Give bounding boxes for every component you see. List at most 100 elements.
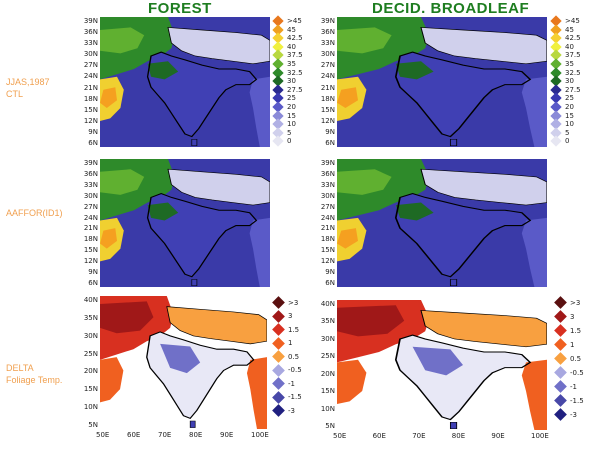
lat-label: 15N bbox=[83, 246, 98, 255]
map-region-pakistan bbox=[395, 61, 434, 80]
legend-label: -0.5 bbox=[288, 366, 302, 374]
lat-label: 21N bbox=[83, 83, 98, 92]
legend-entry: -0.5 bbox=[272, 363, 302, 377]
lon-label: 80E bbox=[189, 431, 203, 439]
lat-label: 33N bbox=[320, 180, 335, 189]
legend-swatch bbox=[272, 377, 285, 390]
map-region-arabia bbox=[337, 359, 367, 404]
legend-entry: 0 bbox=[272, 135, 291, 148]
legend-label: 5 bbox=[287, 128, 292, 137]
map-region-arabia-hot bbox=[337, 87, 358, 108]
legend-entry: 42.5 bbox=[272, 32, 303, 44]
column-title-decid: DECID. BROADLEAF bbox=[372, 0, 530, 17]
legend-swatch bbox=[554, 324, 567, 337]
map-region-tibet bbox=[166, 306, 267, 344]
legend-label: >45 bbox=[287, 17, 302, 25]
lon-label: 60E bbox=[372, 432, 386, 440]
legend-label: 42.5 bbox=[287, 34, 303, 43]
lat-label: 21N bbox=[83, 224, 98, 233]
map-region-west-strong bbox=[337, 305, 405, 337]
map-border-tibet bbox=[166, 306, 267, 345]
map-region-pakistan bbox=[147, 61, 179, 80]
legend-entry: 37.5 bbox=[272, 49, 303, 62]
map-region-tibet bbox=[421, 310, 547, 347]
lat-label: 12N bbox=[320, 116, 335, 125]
lon-label: 90E bbox=[220, 431, 234, 439]
map-border-tibet bbox=[420, 27, 547, 65]
legend-swatch bbox=[272, 296, 285, 309]
legend-label: 0 bbox=[565, 137, 570, 146]
legend-entry: 27.5 bbox=[272, 84, 303, 96]
lon-label: 100E bbox=[251, 431, 269, 439]
legend-label: 32.5 bbox=[287, 68, 303, 77]
lat-label: 15N bbox=[320, 246, 335, 255]
legend-label: 45 bbox=[287, 25, 296, 34]
legend-swatch bbox=[272, 336, 285, 350]
lat-label: 18N bbox=[320, 235, 335, 244]
legend-swatch bbox=[272, 404, 285, 417]
map-region-west-high bbox=[100, 169, 145, 195]
legend-entry: >3 bbox=[272, 296, 299, 309]
map-region-arabia bbox=[100, 357, 124, 403]
legend-label: -3 bbox=[288, 406, 295, 415]
legend-entry: -1.5 bbox=[272, 390, 302, 404]
lat-label: 24N bbox=[320, 213, 335, 222]
lon-label: 70E bbox=[412, 432, 426, 440]
legend-entry: 1 bbox=[554, 338, 574, 351]
map-region-seasia bbox=[521, 217, 547, 287]
legend-label: 40 bbox=[565, 42, 574, 51]
lon-label: 60E bbox=[127, 431, 141, 439]
map-border-tibet bbox=[420, 310, 547, 348]
legend-entry: >45 bbox=[272, 15, 302, 27]
map-panel-decid-delta bbox=[337, 300, 547, 430]
lat-label: 33N bbox=[83, 39, 98, 48]
row-label-affor: AAFFOR(ID1) bbox=[6, 208, 63, 218]
lat-label: 27N bbox=[83, 61, 98, 70]
map-svg bbox=[100, 296, 267, 429]
map-svg bbox=[100, 17, 270, 147]
legend-entry: -0.5 bbox=[554, 366, 584, 379]
lat-label: 40N bbox=[83, 296, 98, 304]
map-region-west-high bbox=[337, 169, 392, 195]
legend-swatch bbox=[272, 135, 284, 148]
lat-label: 15N bbox=[320, 387, 335, 396]
map-region-seasia bbox=[521, 76, 547, 147]
legend-entry: 20 bbox=[550, 101, 574, 113]
legend-label: -3 bbox=[570, 410, 577, 419]
lat-label: 35N bbox=[83, 313, 98, 322]
lat-label: 33N bbox=[83, 180, 98, 189]
legend-entry: 42.5 bbox=[550, 32, 581, 44]
row-label-delta-line2: Foliage Temp. bbox=[6, 375, 63, 385]
map-panel-forest-affor bbox=[100, 159, 270, 287]
legend-label: >3 bbox=[288, 298, 299, 307]
map-region-tibet bbox=[421, 169, 547, 206]
legend-label: >45 bbox=[565, 17, 580, 25]
map-region-seasia bbox=[249, 217, 270, 287]
map-coastline-india bbox=[394, 51, 532, 138]
lat-label: 21N bbox=[320, 224, 335, 233]
lon-label: 90E bbox=[491, 432, 505, 440]
map-coastline-india bbox=[146, 51, 258, 138]
map-region-pakistan bbox=[147, 202, 179, 221]
legend-entry: 1.5 bbox=[272, 323, 299, 336]
lat-label: 27N bbox=[83, 202, 98, 211]
map-island-srilanka bbox=[189, 420, 196, 428]
legend-entry: 10 bbox=[550, 118, 574, 130]
legend-entry: 35 bbox=[550, 58, 574, 70]
map-island-srilanka bbox=[191, 279, 198, 286]
legend-label: 30 bbox=[287, 77, 296, 86]
legend-entry: 0.5 bbox=[272, 350, 299, 363]
map-coastline-india bbox=[146, 331, 255, 420]
legend-entry: 30 bbox=[550, 75, 574, 87]
legend-swatch bbox=[550, 135, 562, 148]
lat-label: 5N bbox=[325, 422, 335, 430]
map-region-tibet bbox=[168, 169, 270, 206]
legend-swatch bbox=[272, 363, 285, 377]
legend-entry: 0 bbox=[550, 135, 570, 148]
legend-entry: 3 bbox=[554, 310, 574, 323]
lat-label: 36N bbox=[83, 28, 98, 37]
legend-entry: 20 bbox=[272, 101, 296, 113]
map-border-tibet bbox=[167, 27, 270, 65]
legend-entry: 40 bbox=[272, 41, 296, 53]
legend-label: 27.5 bbox=[287, 85, 303, 94]
